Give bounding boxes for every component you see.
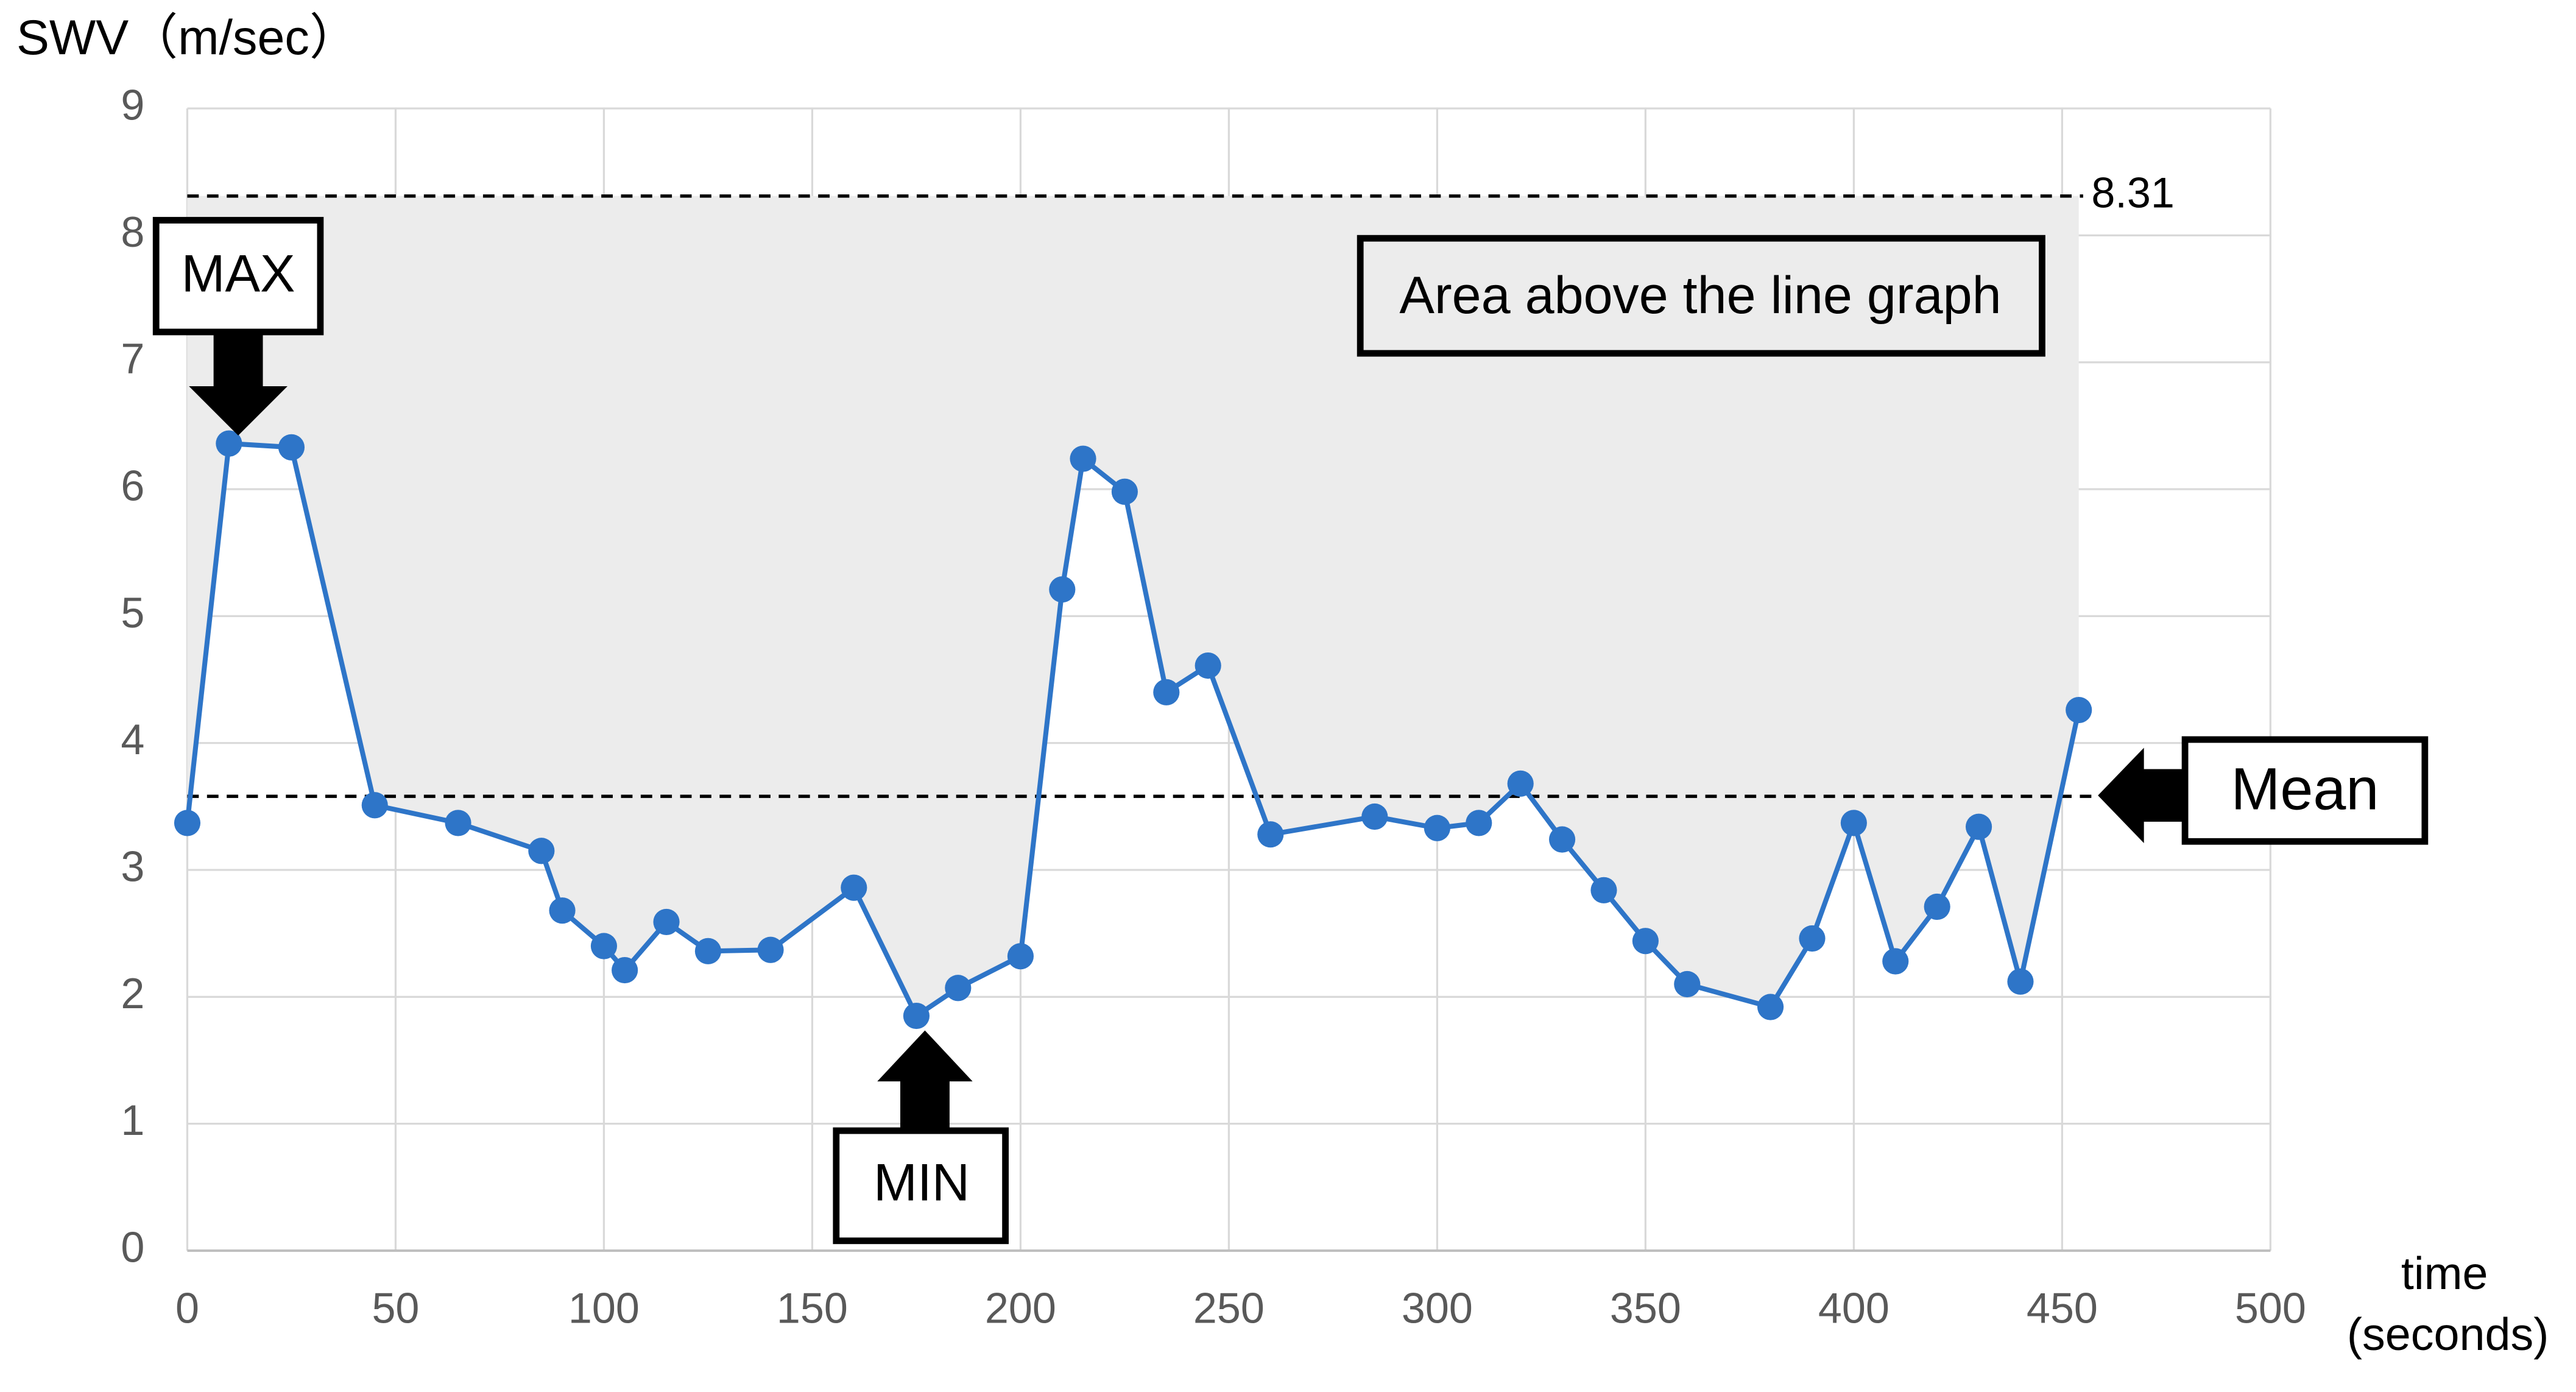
data-point [174, 810, 201, 836]
max-label: MAX [182, 245, 295, 303]
y-tick-label: 4 [121, 716, 144, 763]
data-point [1111, 478, 1138, 505]
x-tick-label: 200 [985, 1284, 1056, 1332]
data-point [1070, 445, 1096, 472]
data-point [1361, 803, 1388, 830]
back-layer [186, 107, 2271, 1252]
data-point [694, 938, 722, 964]
data-point [1257, 821, 1284, 848]
data-point [903, 1003, 930, 1030]
y-tick-label: 7 [121, 335, 144, 383]
x-tick-label: 450 [2027, 1284, 2098, 1332]
data-point [590, 933, 618, 959]
y-tick-label: 5 [121, 589, 144, 637]
data-point [1549, 826, 1576, 853]
max-arrow [189, 331, 288, 436]
data-point [549, 897, 576, 924]
data-point [1674, 970, 1701, 998]
y-tick-label: 8 [121, 208, 144, 256]
max-box [152, 217, 324, 336]
mean-arrow [2098, 747, 2186, 843]
y-tick-label: 9 [121, 82, 144, 129]
y-tick-label: 0 [121, 1224, 144, 1271]
x-tick-label: 0 [175, 1284, 199, 1332]
data-point [1007, 943, 1034, 970]
data-point [2007, 968, 2034, 995]
min-arrow [877, 1030, 973, 1131]
data-point [216, 430, 242, 457]
x-tick-label: 500 [2235, 1284, 2306, 1332]
data-point [653, 908, 680, 936]
data-point [841, 874, 867, 901]
area-box [1357, 235, 2045, 357]
data-point [1632, 928, 1659, 955]
x-tick-label: 350 [1610, 1284, 1681, 1332]
x-tick-label: 100 [568, 1284, 640, 1332]
y-tick-label: 1 [121, 1097, 144, 1144]
data-point [1153, 679, 1180, 705]
data-point [445, 810, 471, 836]
data-point [1507, 770, 1534, 797]
front-layer: 0 1 2 3 4 5 6 7 8 9 0 50 100 150 200 250 300 350 400 450 500… [121, 82, 2306, 1332]
data-point [1466, 810, 1492, 836]
data-point [1424, 814, 1450, 841]
data-point [1840, 810, 1867, 836]
x-tick-label: 400 [1818, 1284, 1890, 1332]
data-point [612, 957, 638, 984]
x-axis-label: (seconds) [2347, 1309, 2549, 1360]
x-tick-label: 150 [777, 1284, 848, 1332]
data-point [1924, 893, 1950, 920]
y-tick-label: 6 [121, 462, 144, 510]
data-point [278, 434, 305, 461]
mean-label: Mean [2231, 756, 2379, 822]
data-point [528, 838, 555, 864]
x-tick-label: 250 [1193, 1284, 1265, 1332]
data-point [1965, 813, 1992, 840]
area-above-line [187, 196, 2079, 1016]
y-axis-label: SWV（m/sec） [16, 10, 359, 65]
area-label: Area above the line graph [1399, 266, 2001, 325]
data-point [945, 975, 972, 1002]
data-point [1590, 877, 1617, 903]
x-tick-label: 50 [372, 1284, 419, 1332]
mean-box [2181, 736, 2429, 845]
data-point [361, 792, 388, 819]
max-reference-label: 8.31 [2091, 169, 2174, 216]
min-label: MIN [873, 1154, 970, 1212]
data-point [1049, 576, 1076, 603]
y-tick-label: 3 [121, 843, 144, 891]
data-point [1882, 948, 1909, 975]
data-point [1194, 652, 1221, 679]
data-point [2066, 696, 2092, 724]
data-point [757, 936, 784, 963]
data-point [1799, 925, 1826, 952]
x-axis-label: time [2401, 1248, 2488, 1299]
data-point [1757, 994, 1784, 1020]
min-box [833, 1127, 1009, 1245]
x-tick-label: 300 [1402, 1284, 1473, 1332]
y-tick-label: 2 [121, 970, 144, 1017]
